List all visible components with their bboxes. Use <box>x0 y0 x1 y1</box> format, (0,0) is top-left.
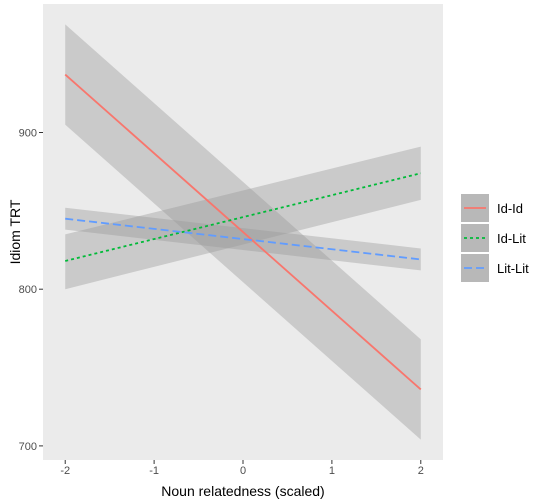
ci-band-lit-lit <box>65 207 421 271</box>
x-axis-ticks: -2 -1 0 1 2 <box>60 460 424 477</box>
legend-label-id-lit: Id-Lit <box>497 231 526 246</box>
x-axis-title: Noun relatedness (scaled) <box>161 483 324 499</box>
series-line-id-lit <box>65 172 421 262</box>
y-axis-ticks: 700 800 900 <box>19 127 43 453</box>
series-line-id-id <box>64 73 422 391</box>
x-tick-label: -2 <box>60 465 70 477</box>
x-tick-label: 2 <box>418 465 424 477</box>
y-tick-label: 900 <box>19 127 37 139</box>
x-tick-label: 0 <box>240 465 246 477</box>
legend: Id-Id Id-Lit Lit-Lit <box>461 194 529 282</box>
y-tick-label: 700 <box>19 441 37 453</box>
x-tick-label: 1 <box>329 465 335 477</box>
series-lines <box>64 73 422 391</box>
y-tick-label: 800 <box>19 284 37 296</box>
y-axis-title: Idiom TRT <box>7 199 23 264</box>
x-tick-label: -1 <box>149 465 159 477</box>
legend-label-lit-lit: Lit-Lit <box>497 261 529 276</box>
legend-label-id-id: Id-Id <box>497 201 523 216</box>
